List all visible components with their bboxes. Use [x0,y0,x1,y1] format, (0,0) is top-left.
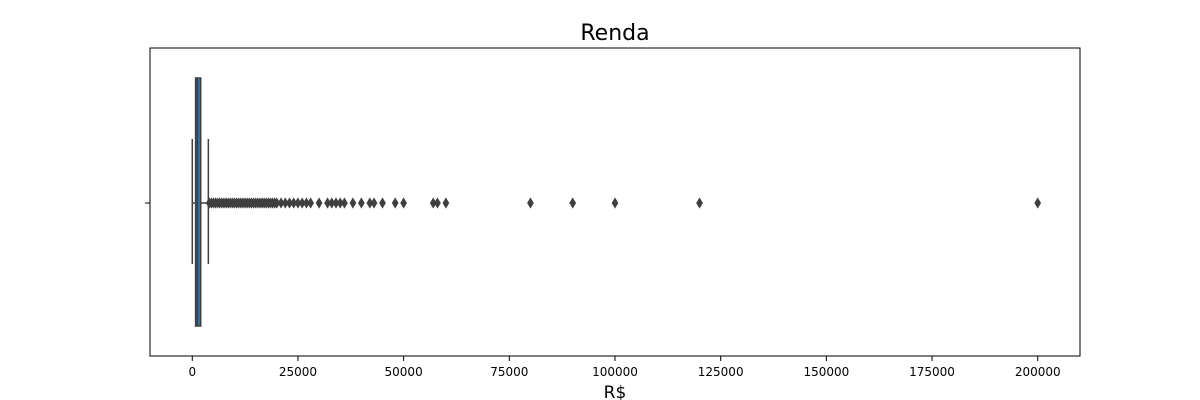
outlier-point [315,197,323,209]
outlier-point [358,197,365,209]
outlier-point [527,197,534,209]
x-tick-label: 175000 [909,365,955,379]
outlier-point [611,197,619,209]
outlier-point [696,197,703,209]
outlier-point [379,197,386,209]
outlier-point [434,197,441,209]
chart-title: Renda [580,21,649,46]
outlier-point [341,197,348,209]
x-tick-label: 50000 [385,365,423,379]
x-tick-label: 200000 [1015,365,1061,379]
outlier-point [569,197,577,209]
outlier-point [349,197,357,209]
x-tick-label: 100000 [592,365,638,379]
x-tick-label: 0 [188,365,196,379]
outlier-points [205,197,1042,209]
iqr-box [194,77,202,327]
x-axis-label: R$ [604,383,627,400]
x-tick-label: 150000 [803,365,849,379]
x-axis-ticks: 0 25000 50000 75000 100000 125000 150000 175000… [188,356,1061,379]
outlier-point [307,197,314,209]
outlier-point [370,197,378,209]
outlier-point [391,197,399,209]
box-element [191,77,210,327]
x-tick-label: 25000 [279,365,317,379]
outlier-point [1034,197,1042,209]
outlier-point [442,197,450,209]
outlier-point [400,197,407,209]
x-tick-label: 75000 [490,365,528,379]
x-tick-label: 125000 [698,365,744,379]
